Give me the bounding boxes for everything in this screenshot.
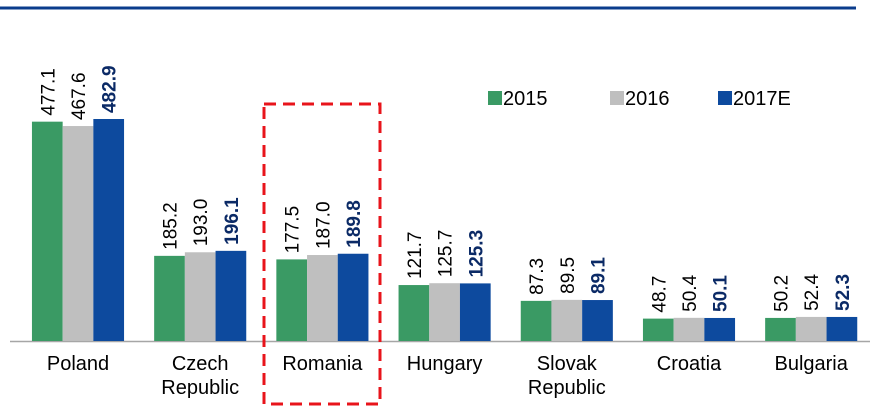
bar xyxy=(31,121,63,342)
data-label: 52.4 xyxy=(802,273,823,310)
data-label: 193.0 xyxy=(191,199,212,247)
data-label: 125.7 xyxy=(436,230,457,278)
x-tick-label: Hungary xyxy=(406,353,483,375)
data-label: 482.9 xyxy=(100,65,121,113)
bar xyxy=(459,283,491,341)
data-label: 477.1 xyxy=(38,68,59,116)
bar xyxy=(826,316,858,341)
highlight-box xyxy=(262,102,382,406)
bar xyxy=(582,300,613,341)
bar xyxy=(337,253,369,341)
data-label: 177.5 xyxy=(283,206,304,254)
bar xyxy=(93,119,125,341)
data-label: 467.6 xyxy=(69,72,90,120)
legend-swatch xyxy=(610,91,624,105)
data-label: 87.3 xyxy=(527,258,548,295)
bar xyxy=(307,255,338,341)
data-label: 121.7 xyxy=(405,232,426,280)
x-tick-label: Poland xyxy=(46,353,110,375)
data-label: 196.1 xyxy=(222,197,243,245)
x-tick-label: Bulgaria xyxy=(774,353,848,375)
bar xyxy=(154,255,185,341)
legend-label: 2015 xyxy=(503,88,548,110)
bar xyxy=(520,300,552,341)
x-tick-label: Slovak Republic xyxy=(527,353,606,399)
bar xyxy=(673,317,705,341)
data-label: 50.2 xyxy=(772,275,793,312)
x-tick-label: Romania xyxy=(282,353,363,375)
data-label: 189.8 xyxy=(344,200,365,248)
data-label: 48.7 xyxy=(649,276,670,313)
bar xyxy=(62,126,94,341)
bar xyxy=(642,318,674,341)
bar xyxy=(215,250,247,341)
legend-swatch xyxy=(718,91,732,105)
legend-swatch xyxy=(488,91,502,105)
data-label: 50.1 xyxy=(711,275,732,312)
data-label: 125.3 xyxy=(466,230,487,278)
data-label: 50.4 xyxy=(680,274,701,311)
bar xyxy=(429,283,460,341)
bar xyxy=(704,317,736,341)
data-label: 52.3 xyxy=(833,274,854,311)
data-label: 187.0 xyxy=(313,201,334,249)
bar xyxy=(184,252,216,341)
bar xyxy=(276,259,308,341)
data-label: 89.5 xyxy=(558,257,579,294)
legend-label: 2016 xyxy=(625,88,670,110)
legend-label: 2017E xyxy=(733,88,791,110)
x-tick-label: Czech Republic xyxy=(161,353,240,399)
x-tick-label: Croatia xyxy=(656,353,722,375)
data-label: 89.1 xyxy=(589,257,610,294)
bar xyxy=(795,316,827,341)
bar xyxy=(398,285,430,341)
data-label: 185.2 xyxy=(161,202,182,250)
bar xyxy=(551,299,583,341)
bar xyxy=(765,317,796,341)
